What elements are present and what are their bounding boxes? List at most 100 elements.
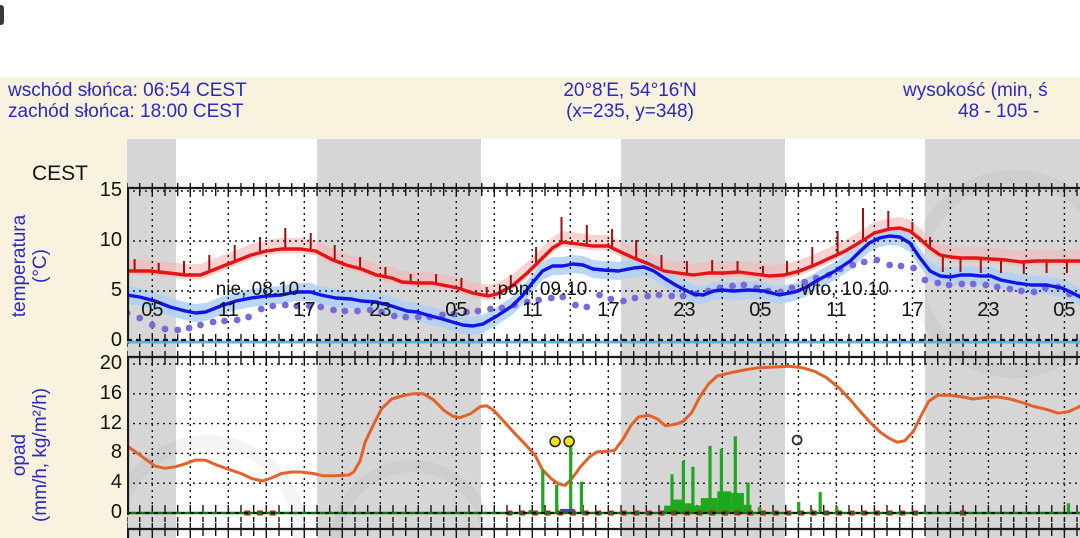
green-precip-bar	[731, 492, 744, 513]
purple-dot	[886, 261, 893, 269]
blue_band	[127, 227, 1080, 335]
purple-dot	[873, 256, 881, 264]
purple-dot	[801, 278, 809, 286]
open-circle-marker	[791, 434, 803, 446]
hour-tick-label: 05	[749, 299, 772, 321]
purple-dot	[679, 292, 687, 300]
day-label: pon, 09.10	[497, 279, 588, 300]
purple-dot	[535, 296, 543, 304]
purple-dot	[631, 294, 639, 302]
purple-dot	[450, 310, 458, 318]
purple-dot	[1017, 287, 1025, 295]
blue-line	[127, 234, 1080, 328]
purple-dot	[982, 281, 990, 289]
green-precip-bar	[670, 474, 674, 513]
green-precip-bar	[818, 492, 822, 513]
temperature-whiskers	[133, 208, 1068, 296]
hour-tick-label: 17	[293, 299, 316, 321]
purple-dot	[910, 264, 917, 272]
purple-dot	[860, 258, 868, 266]
green-precip-bar	[671, 499, 684, 513]
green-precip-bar	[719, 448, 723, 513]
purple-dot	[969, 280, 977, 288]
day-label: nie, 08.10	[215, 279, 300, 300]
altitude-values: 48 - 105 -	[958, 101, 1040, 122]
purple-dot	[934, 279, 942, 287]
purple-dot	[281, 301, 289, 309]
hour-tick-label: 23	[673, 299, 696, 321]
purple-dot	[463, 308, 470, 316]
temp-ytick-label: 0	[110, 329, 122, 351]
blue-precip-bar	[560, 508, 575, 513]
header-band	[0, 77, 1080, 139]
purple-dot	[269, 302, 277, 310]
purple-dot	[958, 280, 966, 288]
green-precip-bar	[579, 481, 583, 513]
green-precip-bar	[1066, 503, 1071, 513]
green-precip-bar	[691, 466, 695, 513]
precip-ytick-label: 4	[110, 471, 122, 494]
purple-dot	[414, 313, 422, 321]
purple-dot	[523, 298, 531, 306]
grid-point-text: (x=235, y=348)	[566, 101, 694, 122]
plot-region: nie, 08.10 pon, 09.10 wto, 10.10 05 11 17 23 05…	[127, 139, 1080, 538]
green-precip-bar	[691, 505, 701, 513]
purple-dot	[233, 316, 241, 324]
hour-tick-label: 05	[141, 299, 164, 321]
hour-tick-label: 23	[977, 299, 1000, 321]
left-gutter	[0, 139, 127, 538]
purple-dot	[644, 292, 651, 300]
green-precip-bar	[541, 469, 545, 513]
hour-tick-label: 17	[597, 299, 620, 321]
night-shading-band	[620, 139, 786, 538]
sunset-text: zachód słońca: 18:00 CEST	[8, 101, 244, 122]
hour-tick-label: 17	[901, 299, 924, 321]
purple-dot	[740, 281, 748, 289]
purple-dot	[583, 303, 591, 311]
purple-dot	[293, 302, 301, 310]
purple-dot	[572, 301, 579, 309]
orange-line	[127, 364, 1080, 487]
hour-tick-label: 11	[217, 299, 239, 321]
precip-ytick-label: 8	[110, 441, 122, 464]
green-precip-bar	[528, 510, 532, 513]
purple-dot	[788, 284, 796, 292]
hour-tick-label: 11	[825, 299, 847, 321]
window-edge-artifact	[0, 5, 4, 25]
green-precip-bar	[733, 436, 737, 513]
purple-dot	[257, 305, 265, 313]
altitude-label: wysokość (min, ś	[903, 80, 1048, 101]
yellow-circle-marker	[549, 435, 561, 448]
purple-dot	[174, 326, 182, 334]
purple-dot	[474, 307, 482, 315]
green-precip-bar	[708, 445, 712, 513]
purple-dot	[221, 317, 228, 325]
green-precip-bar	[835, 506, 839, 513]
purple-dot	[317, 303, 325, 311]
purple-dot	[547, 294, 555, 302]
green-precip-bar	[797, 501, 801, 513]
purple-dot	[209, 318, 217, 326]
purple-dot	[668, 292, 676, 300]
hour-tick-label: 05	[445, 299, 468, 321]
purple-dot	[921, 276, 929, 284]
purple-dot	[197, 321, 204, 329]
coordinates-text: 20°8'E, 54°16'N	[563, 80, 697, 101]
purple-dot	[1006, 285, 1014, 293]
purple-dot	[354, 307, 361, 315]
precip-ytick-label: 16	[99, 381, 122, 404]
purple-dot	[341, 307, 349, 315]
green-precip-bar	[717, 491, 732, 513]
precip-ytick-label: 20	[99, 352, 122, 374]
hour-tick-label: 11	[521, 299, 543, 321]
temp-ytick-label: 5	[110, 279, 122, 301]
purple-dot	[378, 308, 385, 316]
green-precip-bar	[681, 460, 685, 513]
green-precip-bar	[746, 482, 750, 513]
temperature-axis-title: temperatura (°C)	[9, 214, 51, 318]
temp-ytick-label: 15	[99, 179, 122, 201]
purple-dot	[655, 291, 663, 299]
purple-dot	[366, 306, 374, 314]
precip-ytick-label: 0	[110, 501, 122, 523]
